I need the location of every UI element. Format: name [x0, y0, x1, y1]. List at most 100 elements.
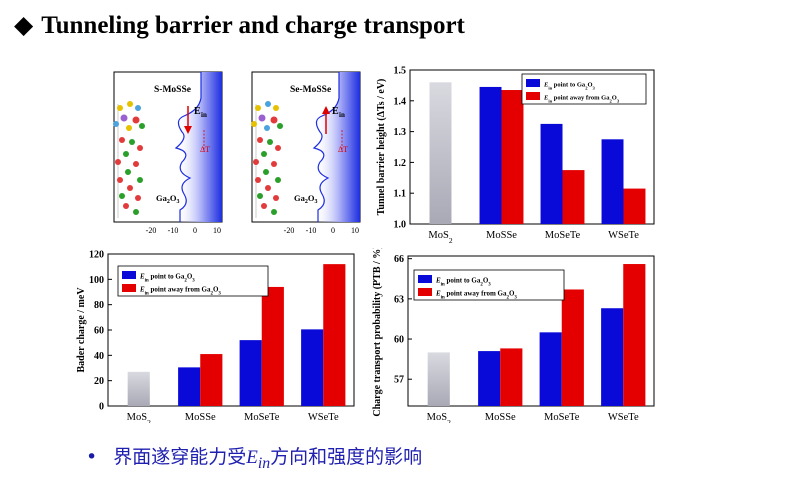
plot-frame: [407, 255, 655, 407]
y-tick-label: 20: [94, 376, 104, 387]
y-tick-label: 57: [394, 375, 404, 386]
potential-curve-fill: [314, 72, 360, 222]
svg-text:-20: -20: [146, 226, 157, 235]
svg-text:0: 0: [193, 226, 197, 235]
y-axis-label: Tunnel barrier height (ΔTs / eV): [376, 79, 387, 216]
bar-ein-away: [623, 264, 646, 406]
bar-reference: [127, 371, 150, 406]
bar-ein-toward: [239, 340, 262, 406]
bar-ein-away: [561, 289, 584, 406]
legend-label-away: Ein point away from Ga2O3: [139, 286, 221, 297]
bar-reference: [427, 352, 450, 406]
svg-text:-10: -10: [168, 226, 179, 235]
legend-box: [117, 265, 269, 297]
svg-text:E: E: [194, 106, 201, 117]
svg-text:10: 10: [213, 226, 221, 235]
potential-curve: [174, 72, 202, 222]
y-tick-label: 1.5: [394, 66, 407, 77]
bader-charge-chart: 0 20 40 60 80 100 120 Bader charge / meV MoS2 MoS…: [76, 250, 355, 423]
bar-ein-away: [501, 90, 524, 224]
panel-label: Se-MoSSe: [290, 85, 331, 95]
y-tick-label: 100: [89, 275, 104, 286]
x-tick-labels: -20 -10 0 10: [146, 226, 221, 235]
potential-curve-fill: [176, 72, 222, 222]
bar-ein-away: [323, 264, 346, 406]
bullet-text-end: 方向和强度的影响: [270, 446, 423, 468]
legend: Ein point to Ga2O3 Ein point away from Ga…: [521, 73, 647, 105]
svg-text:-10: -10: [306, 226, 317, 235]
legend-label-toward: Ein point to Ga2O3: [435, 277, 491, 288]
svg-text:E: E: [332, 106, 339, 117]
legend: Ein point to Ga2O3 Ein point away from Ga…: [413, 269, 565, 301]
legend-label-toward: Ein point to Ga2O3: [139, 273, 195, 284]
y-tick-label: 1.3: [394, 127, 407, 138]
y-tick-label: 60: [94, 326, 104, 337]
bar-ein-away: [261, 286, 284, 406]
y-tick-label: 1.2: [394, 158, 407, 169]
plot-frame: [409, 69, 655, 225]
diamond-bullet-icon: ◆: [14, 12, 34, 39]
x-tick-label: MoSeTe: [244, 412, 280, 423]
bullet-text-start: 界面遂穿能力受: [113, 446, 247, 468]
svg-text:0: 0: [331, 226, 335, 235]
bar-ein-toward: [540, 123, 563, 224]
delta-t-label: ΔT: [200, 145, 210, 154]
y-axis-label: Bader charge / meV: [76, 287, 87, 373]
y-tick-label: 120: [89, 250, 104, 261]
legend-box: [413, 269, 565, 301]
bar-ein-toward: [478, 351, 501, 406]
legend-swatch-toward: [122, 271, 136, 279]
ein-symbol: Ein: [246, 447, 271, 472]
slide-title-text: Tunneling barrier and charge transport: [41, 12, 465, 39]
x-tick-label: WSeTe: [608, 412, 639, 423]
x-tick-label: MoSSe: [486, 230, 517, 241]
y-tick-label: 80: [94, 300, 104, 311]
svg-text:in: in: [339, 111, 345, 119]
bar-ein-toward: [601, 139, 624, 224]
bar-ein-toward: [539, 332, 562, 406]
x-tick-label: MoSeTe: [544, 412, 580, 423]
potential-curve: [312, 72, 340, 222]
legend-label-away: Ein point away from Ga2O3: [543, 95, 620, 104]
legend-swatch-toward: [418, 275, 432, 283]
bar-ein-toward: [178, 367, 201, 406]
legend-swatch-away: [526, 92, 540, 100]
legend-label-away: Ein point away from Ga2O3: [435, 290, 517, 301]
y-tick-label: 63: [394, 294, 404, 305]
y-tick-label: 60: [394, 335, 404, 346]
legend-label-toward: Ein point to Ga2O3: [543, 82, 596, 91]
x-tick-label: MoS2: [127, 412, 151, 423]
x-tick-label: WSeTe: [608, 230, 639, 241]
bullet-dot-icon: •: [86, 446, 98, 468]
legend-swatch-away: [122, 284, 136, 292]
bar-ein-toward: [479, 86, 502, 224]
svg-text:-20: -20: [284, 226, 295, 235]
y-tick-label: 40: [94, 351, 104, 362]
bar-ein-away: [623, 188, 646, 224]
bar-reference: [429, 82, 452, 224]
svg-text:10: 10: [351, 226, 359, 235]
bar-ein-away: [200, 354, 223, 406]
bar-ein-toward: [601, 308, 624, 406]
bullet-note: • 界面遂穿能力受Ein方向和强度的影响: [86, 442, 422, 473]
y-tick-label: 1.0: [394, 220, 407, 231]
x-tick-label: WSeTe: [308, 412, 339, 423]
y-axis-label: Charge transport probability (PTB / %): [372, 248, 383, 417]
legend-swatch-toward: [526, 79, 540, 87]
transport-probability-chart: 57 60 63 66 Charge transport probability (PT…: [372, 248, 655, 423]
x-tick-labels: -20 -10 0 10: [284, 226, 359, 235]
delta-t-label: ΔT: [338, 145, 348, 154]
legend: Ein point to Ga2O3 Ein point away from Ga…: [117, 265, 269, 297]
y-tick-label: 66: [394, 254, 404, 265]
x-tick-label: MoSeTe: [545, 230, 581, 241]
x-tick-label: MoSSe: [185, 412, 216, 423]
svg-text:in: in: [201, 111, 207, 119]
atom-structure-icon: [113, 101, 145, 218]
tunnel-barrier-chart: 1.0 1.1 1.2 1.3 1.4 1.5 Tunnel barrier height …: [376, 66, 655, 245]
substrate-label: Ga2O3: [156, 193, 180, 205]
y-tick-label: 1.1: [394, 189, 407, 200]
legend-swatch-away: [418, 288, 432, 296]
y-tick-label: 1.4: [394, 96, 407, 107]
